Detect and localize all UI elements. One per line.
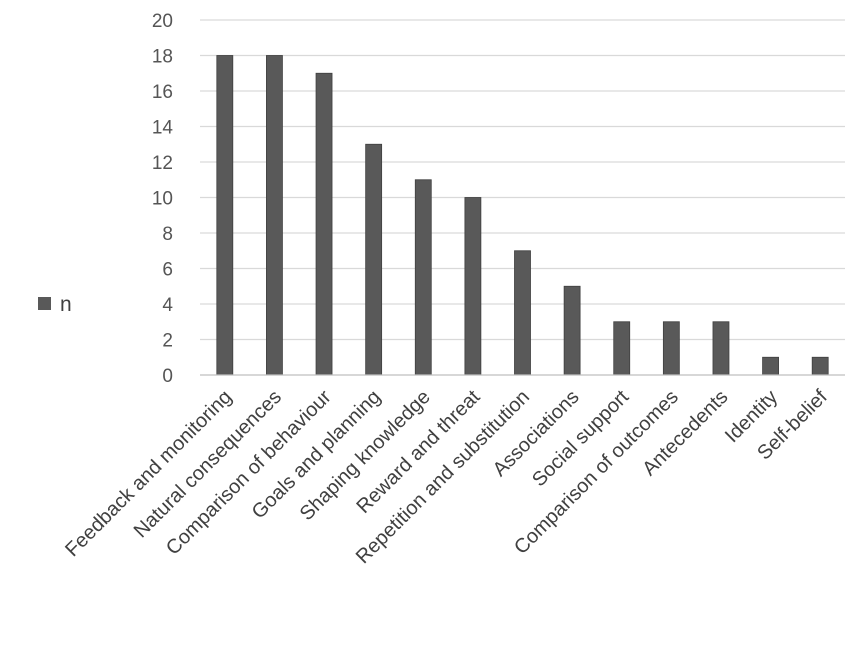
bar [414,179,432,376]
legend-label: n [60,293,72,316]
y-axis-tick-labels: 0 2 4 6 8 10 12 14 16 18 20 [152,11,174,387]
bar [662,321,680,376]
y-tick-label: 8 [162,224,173,245]
bar [216,55,234,376]
bar [464,197,482,376]
bars [216,55,829,376]
y-tick-label: 14 [152,118,174,139]
bar [514,250,531,376]
bar [266,55,283,376]
legend: n [38,293,72,316]
y-tick-label: 4 [162,295,173,316]
y-tick-label: 20 [152,11,173,32]
y-tick-label: 2 [162,331,173,352]
bar [811,356,829,376]
y-tick-label: 16 [152,82,173,103]
bar [365,143,383,376]
y-tick-label: 10 [152,189,173,210]
y-tick-label: 0 [162,366,173,387]
y-tick-label: 6 [162,260,173,281]
legend-swatch [38,297,51,310]
bar [613,321,631,376]
y-tick-label: 12 [152,153,173,174]
bar [762,356,779,376]
bar [712,321,730,376]
bar [563,285,581,376]
y-tick-label: 18 [152,47,173,68]
gridlines [200,19,845,341]
bar [315,72,333,376]
